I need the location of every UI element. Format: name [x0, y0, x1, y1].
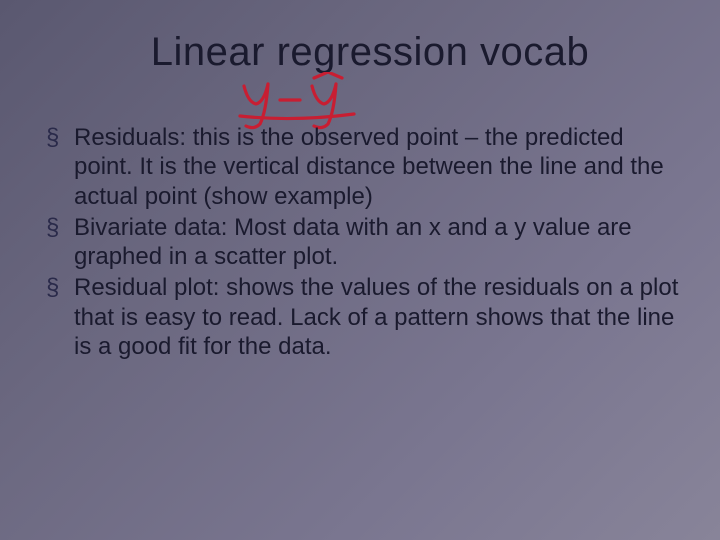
slide-container: Linear regression vocab Residuals: this … [0, 0, 720, 540]
bullet-item: Residual plot: shows the values of the r… [46, 273, 680, 361]
slide-title: Linear regression vocab [80, 30, 660, 75]
bullet-item: Bivariate data: Most data with an x and … [46, 213, 680, 272]
bullet-item: Residuals: this is the observed point – … [46, 123, 680, 211]
bullet-list: Residuals: this is the observed point – … [40, 123, 680, 361]
